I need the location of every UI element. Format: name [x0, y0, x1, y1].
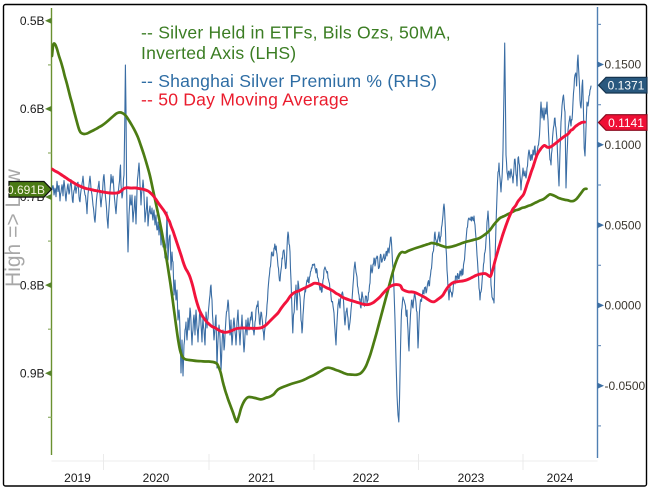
- svg-text:0.8B: 0.8B: [20, 278, 45, 292]
- svg-text:0.691B: 0.691B: [7, 183, 45, 197]
- svg-text:2021: 2021: [248, 471, 275, 485]
- svg-text:-- 50 Day Moving Average: -- 50 Day Moving Average: [141, 89, 349, 109]
- svg-text:High => Low: High => Low: [2, 168, 25, 287]
- svg-text:2020: 2020: [143, 471, 170, 485]
- svg-text:0.1000: 0.1000: [605, 138, 642, 152]
- svg-text:0.0500: 0.0500: [605, 218, 642, 232]
- svg-text:0.1371: 0.1371: [608, 79, 645, 93]
- svg-text:-- Shanghai Silver Premium % (: -- Shanghai Silver Premium % (RHS): [141, 71, 437, 91]
- svg-text:0.9B: 0.9B: [20, 366, 45, 380]
- svg-text:0.0000: 0.0000: [605, 299, 642, 313]
- svg-text:0.5B: 0.5B: [20, 14, 45, 28]
- svg-text:2023: 2023: [458, 471, 485, 485]
- svg-text:0.1500: 0.1500: [605, 58, 642, 72]
- svg-text:0.1141: 0.1141: [608, 116, 644, 130]
- svg-text:0.6B: 0.6B: [20, 102, 45, 116]
- svg-text:-- Silver Held in ETFs, Bils O: -- Silver Held in ETFs, Bils Ozs, 50MA,: [141, 23, 451, 43]
- svg-text:2022: 2022: [353, 471, 380, 485]
- svg-text:2024: 2024: [547, 471, 574, 485]
- svg-text:2019: 2019: [64, 471, 91, 485]
- svg-text:-0.0500: -0.0500: [605, 379, 646, 393]
- svg-text:Inverted Axis (LHS): Inverted Axis (LHS): [141, 43, 296, 63]
